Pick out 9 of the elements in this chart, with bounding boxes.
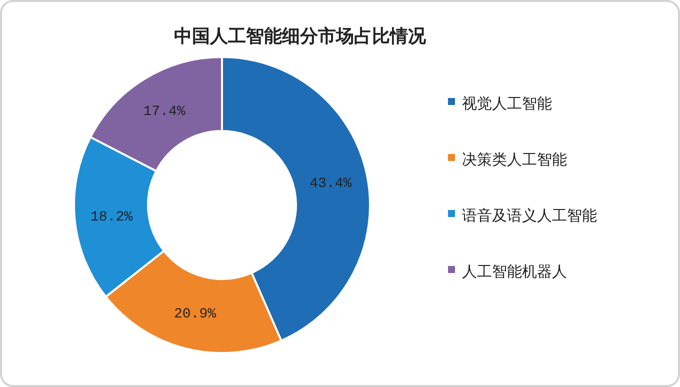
- data-label: 43.4%: [310, 176, 352, 192]
- legend-label: 语音及语义人工智能: [462, 206, 597, 224]
- legend-label: 人工智能机器人: [462, 262, 567, 280]
- legend-label: 决策类人工智能: [462, 150, 567, 168]
- chart-title: 中国人工智能细分市场占比情况: [174, 26, 427, 47]
- data-label: 17.4%: [143, 104, 186, 120]
- legend-label: 视觉人工智能: [462, 94, 552, 112]
- data-label: 18.2%: [90, 210, 134, 226]
- data-label: 20.9%: [174, 306, 217, 323]
